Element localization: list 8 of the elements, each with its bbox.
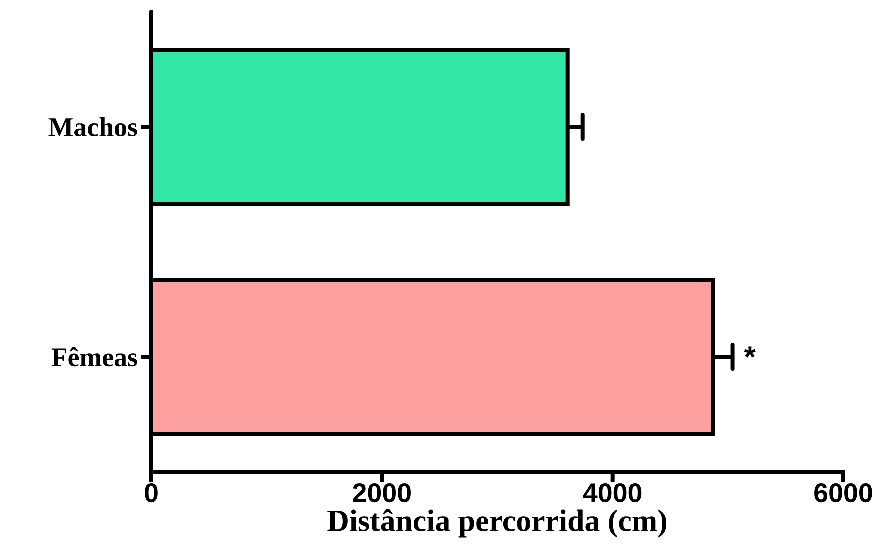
annotation: *: [744, 346, 756, 358]
x-tick-label: 2000: [353, 484, 411, 503]
x-tick-label: 6000: [814, 484, 872, 503]
y-tick-label: Fêmeas: [52, 347, 138, 367]
x-tick-label: 0: [145, 484, 158, 503]
x-axis-title: Distância percorrida (cm): [328, 509, 667, 538]
x-tick-label: 4000: [583, 484, 642, 503]
y-tick-label: Machos: [48, 118, 138, 136]
